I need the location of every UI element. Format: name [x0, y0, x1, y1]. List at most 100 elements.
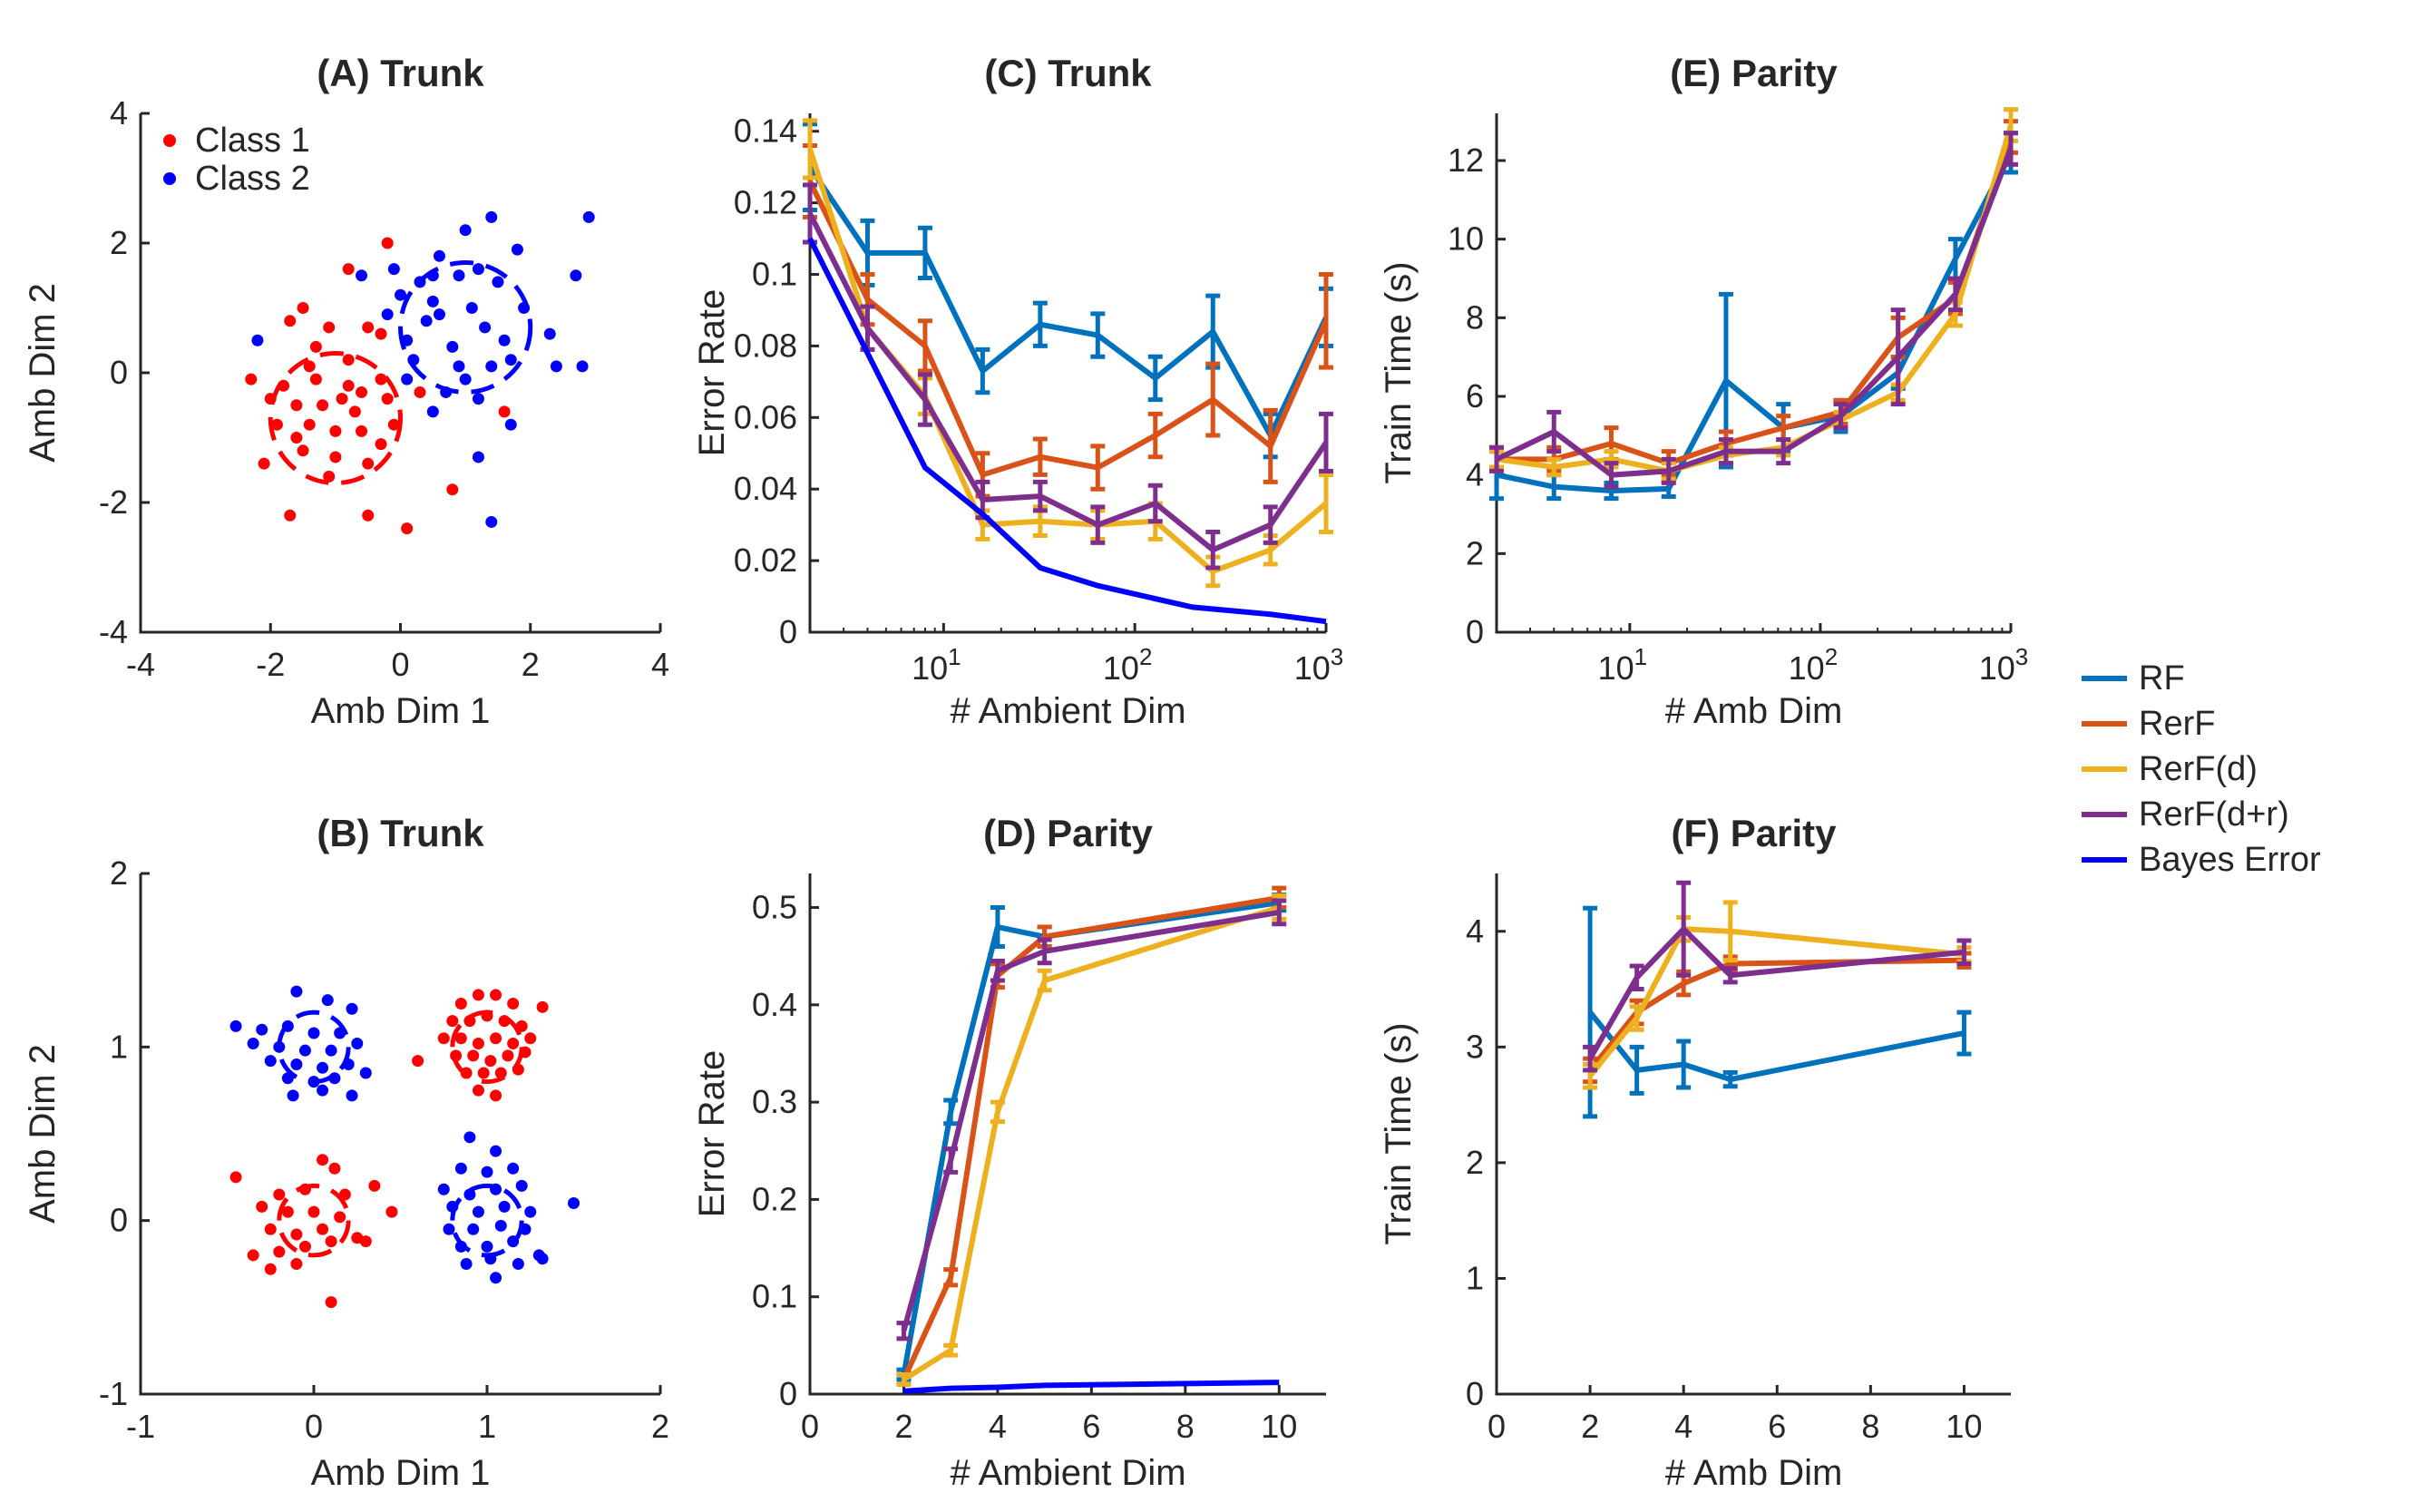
scatter-point [446, 1200, 459, 1213]
scatter-point [494, 1219, 507, 1232]
scatter-point [472, 451, 484, 463]
y-tick-label: 0.3 [752, 1083, 797, 1120]
x-tick-base: 10 [1294, 649, 1331, 687]
scatter-point [568, 1197, 580, 1210]
y-axis-label: Train Time (s) [1379, 261, 1419, 483]
scatter-point [550, 360, 562, 373]
scatter-point [463, 1015, 476, 1028]
scatter-point [453, 360, 465, 373]
scatter-point [264, 1223, 277, 1235]
scatter-point [477, 1067, 490, 1079]
x-tick-label: 101 [912, 643, 961, 687]
series-line [902, 904, 1281, 1382]
x-tick-base: 10 [1598, 649, 1634, 687]
x-tick-label: 2 [1581, 1408, 1599, 1445]
scatter-point [490, 989, 502, 1001]
scatter-point [472, 263, 484, 276]
y-axis-label: Amb Dim 2 [23, 1044, 63, 1224]
x-tick-label: 4 [651, 646, 669, 683]
legend-marker [163, 172, 176, 185]
scatter-point [284, 315, 297, 327]
scatter-point [329, 451, 342, 463]
scatter-point [329, 424, 342, 437]
scatter-point [467, 1223, 480, 1235]
y-tick-label: 0.04 [734, 470, 797, 507]
y-tick-label: 6 [1466, 377, 1484, 415]
scatter-point [346, 1002, 358, 1015]
scatter-point [472, 1205, 484, 1218]
scatter-point [433, 308, 445, 321]
x-tick-label: -4 [126, 646, 155, 683]
scatter-point [303, 418, 316, 431]
scatter-point [512, 1063, 524, 1076]
scatter-point [325, 1235, 337, 1248]
y-tick-label: 0.4 [752, 986, 797, 1023]
scatter-point [395, 288, 406, 301]
dashed-circle [277, 1183, 351, 1258]
legend-label: Class 1 [195, 122, 310, 160]
scatter-point [454, 1032, 467, 1045]
scatter-point [440, 385, 453, 398]
legend-label: RF [2139, 659, 2185, 697]
scatter-point [351, 1038, 364, 1050]
y-tick-label: 1 [110, 1028, 128, 1065]
series-line [807, 165, 1329, 439]
scatter-point [511, 243, 523, 256]
scatter-point [401, 522, 414, 535]
x-tick-label: 4 [989, 1408, 1007, 1445]
scatter-point [290, 1058, 303, 1070]
scatter-point [307, 1076, 320, 1088]
scatter-point [346, 1089, 358, 1102]
y-tick-label: 0 [1466, 613, 1484, 650]
y-tick-label: 2 [110, 854, 128, 892]
x-tick-label: 103 [1294, 643, 1344, 687]
scatter-point [381, 237, 394, 249]
scatter-point [454, 1162, 467, 1175]
scatter-point [512, 1258, 524, 1270]
y-axis-label: Amb Dim 2 [23, 283, 63, 463]
scatter-point [251, 334, 264, 346]
scatter-point [504, 354, 517, 366]
scatter-point [309, 373, 322, 385]
axis-lines [1495, 113, 2011, 634]
scatter-point [485, 515, 498, 528]
legend-label: RerF [2139, 705, 2215, 743]
scatter-point [460, 1067, 473, 1079]
scatter-point [298, 1044, 311, 1057]
x-tick-label: -2 [256, 646, 285, 683]
scatter-point [465, 302, 478, 314]
scatter-point [297, 444, 309, 457]
scatter-point [317, 1223, 329, 1235]
scatter-point [479, 321, 492, 334]
x-tick-exp: 3 [2015, 643, 2028, 670]
panel-0: (A) Trunk Amb Dim 1 Amb Dim 2 -4 -2 0 2 4 -4 -2 0 2… [23, 52, 669, 731]
scatter-point [507, 1162, 520, 1175]
panel-2: (C) Trunk # Ambient Dim Error Rate 0 0.02 0.0… [692, 52, 1343, 731]
scatter-point [342, 354, 355, 366]
scatter-point [524, 1205, 537, 1218]
scatter-point [420, 315, 433, 327]
scatter-point [485, 210, 498, 223]
scatter-point [515, 1179, 528, 1192]
scatter-point [270, 418, 283, 431]
scatter-point [446, 1015, 459, 1028]
scatter-point [290, 985, 303, 998]
scatter-point [321, 994, 334, 1007]
scatter-point [507, 1038, 520, 1050]
x-tick-base: 10 [1103, 649, 1139, 687]
scatter-point [381, 393, 394, 405]
scatter-point [264, 393, 277, 405]
scatter-point [467, 1049, 480, 1062]
scatter-point [247, 1038, 259, 1050]
scatter-point [492, 276, 504, 288]
y-tick-label: 12 [1448, 141, 1484, 179]
scatter-point [325, 1044, 337, 1057]
x-tick-base: 10 [912, 649, 948, 687]
scatter-point [453, 269, 465, 282]
scatter-point [459, 224, 472, 237]
y-tick-label: 0 [1466, 1375, 1484, 1412]
x-tick-exp: 2 [1825, 643, 1838, 670]
scatter-point [362, 457, 375, 470]
x-tick-label: 2 [522, 646, 540, 683]
scatter-point [472, 1084, 484, 1097]
